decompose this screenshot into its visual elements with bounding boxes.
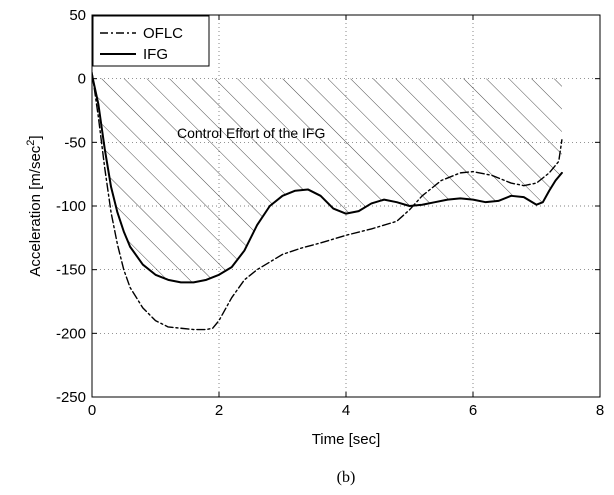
hatched-area — [92, 74, 562, 283]
x-tick-label: 4 — [342, 402, 350, 419]
x-tick-label: 0 — [88, 402, 96, 419]
x-tick-label: 6 — [469, 402, 477, 419]
x-tick-label: 8 — [596, 402, 604, 419]
x-tick-label: 2 — [215, 402, 223, 419]
y-axis-ticks: 50 0 -50 -100 -150 -200 -250 — [56, 7, 600, 406]
y-axis-label-close: ] — [27, 135, 44, 139]
y-tick-label: -200 — [56, 325, 86, 342]
series-line-ifg — [92, 73, 563, 284]
y-tick-label: 50 — [69, 7, 86, 24]
x-axis-label: Time [sec] — [312, 431, 381, 448]
figure-caption: (b) — [337, 469, 356, 486]
y-tick-label: 0 — [78, 71, 86, 88]
series-line-oflc — [92, 71, 563, 331]
y-tick-label: -250 — [56, 389, 86, 406]
y-tick-label: -50 — [64, 134, 86, 151]
y-tick-label: -100 — [56, 198, 86, 215]
y-axis-label: Acceleration [m/sec2] — [25, 135, 44, 276]
legend-label-oflc: OFLC — [143, 25, 183, 42]
series-layer — [92, 71, 563, 331]
y-axis-label-main: Acceleration [m/sec — [27, 145, 44, 276]
x-axis-ticks: 0 2 4 6 8 — [88, 15, 604, 419]
y-tick-label: -150 — [56, 262, 86, 279]
legend-label-ifg: IFG — [143, 46, 168, 63]
y-axis-label-superscript: 2 — [25, 140, 37, 146]
legend-box — [92, 15, 210, 67]
legend: OFLC IFG — [92, 15, 210, 67]
annotation-control-effort: Control Effort of the IFG — [177, 125, 325, 141]
control-effort-region — [92, 74, 562, 283]
